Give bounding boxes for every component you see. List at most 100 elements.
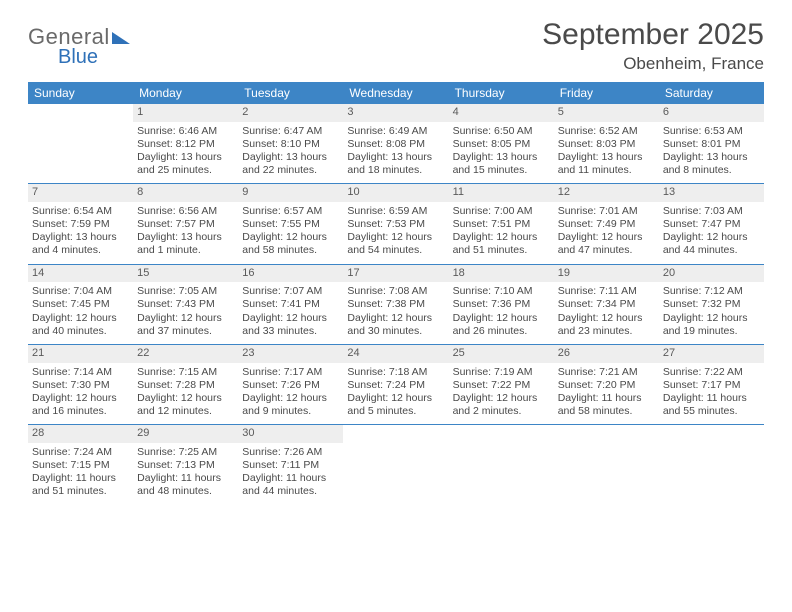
daylight2-text: and 8 minutes. <box>663 164 760 177</box>
day-cell: 8Sunrise: 6:56 AMSunset: 7:57 PMDaylight… <box>133 184 238 263</box>
sunrise-text: Sunrise: 6:49 AM <box>347 125 444 138</box>
daylight1-text: Daylight: 12 hours <box>558 312 655 325</box>
day-number: 4 <box>449 104 554 122</box>
daylight2-text: and 25 minutes. <box>137 164 234 177</box>
daylight2-text: and 40 minutes. <box>32 325 129 338</box>
daylight1-text: Daylight: 12 hours <box>453 312 550 325</box>
sunrise-text: Sunrise: 6:47 AM <box>242 125 339 138</box>
day-number: 14 <box>28 265 133 283</box>
sunrise-text: Sunrise: 7:24 AM <box>32 446 129 459</box>
day-cell: 0 <box>28 104 133 183</box>
daylight1-text: Daylight: 13 hours <box>137 151 234 164</box>
day-cell: 14Sunrise: 7:04 AMSunset: 7:45 PMDayligh… <box>28 265 133 344</box>
sunrise-text: Sunrise: 7:25 AM <box>137 446 234 459</box>
sunset-text: Sunset: 7:59 PM <box>32 218 129 231</box>
sunset-text: Sunset: 7:15 PM <box>32 459 129 472</box>
sunset-text: Sunset: 7:24 PM <box>347 379 444 392</box>
day-cell: 20Sunrise: 7:12 AMSunset: 7:32 PMDayligh… <box>659 265 764 344</box>
daylight1-text: Daylight: 13 hours <box>242 151 339 164</box>
sunset-text: Sunset: 8:10 PM <box>242 138 339 151</box>
daylight1-text: Daylight: 11 hours <box>32 472 129 485</box>
day-number: 10 <box>343 184 448 202</box>
day-cell: 16 Sunrise: 7:07 AMSunset: 7:41 PMDayligh… <box>238 265 343 344</box>
day-cell: 28Sunrise: 7:24 AMSunset: 7:15 PMDayligh… <box>28 425 133 504</box>
sunrise-text: Sunrise: 7:07 AM <box>242 285 339 298</box>
daylight1-text: Daylight: 12 hours <box>347 231 444 244</box>
daylight1-text: Daylight: 12 hours <box>32 312 129 325</box>
daylight2-text: and 4 minutes. <box>32 244 129 257</box>
daylight1-text: Daylight: 13 hours <box>558 151 655 164</box>
daylight2-text: and 22 minutes. <box>242 164 339 177</box>
sunrise-text: Sunrise: 7:14 AM <box>32 366 129 379</box>
daylight2-text: and 26 minutes. <box>453 325 550 338</box>
day-cell: 17Sunrise: 7:08 AMSunset: 7:38 PMDayligh… <box>343 265 448 344</box>
day-header: Friday <box>554 82 659 104</box>
day-number: 23 <box>238 345 343 363</box>
sunrise-text: Sunrise: 7:12 AM <box>663 285 760 298</box>
sunrise-text: Sunrise: 7:17 AM <box>242 366 339 379</box>
day-number: 3 <box>343 104 448 122</box>
day-number: 7 <box>28 184 133 202</box>
day-number: 19 <box>554 265 659 283</box>
day-header: Thursday <box>449 82 554 104</box>
sunrise-text: Sunrise: 7:00 AM <box>453 205 550 218</box>
day-cell: 0 <box>554 425 659 504</box>
daylight2-text: and 54 minutes. <box>347 244 444 257</box>
sunset-text: Sunset: 7:20 PM <box>558 379 655 392</box>
day-header: Tuesday <box>238 82 343 104</box>
day-header: Wednesday <box>343 82 448 104</box>
daylight1-text: Daylight: 11 hours <box>137 472 234 485</box>
day-cell: 6Sunrise: 6:53 AMSunset: 8:01 PMDaylight… <box>659 104 764 183</box>
sunset-text: Sunset: 7:43 PM <box>137 298 234 311</box>
day-cell: 0 <box>343 425 448 504</box>
sunset-text: Sunset: 7:38 PM <box>347 298 444 311</box>
daylight2-text: and 2 minutes. <box>453 405 550 418</box>
day-number: 18 <box>449 265 554 283</box>
daylight1-text: Daylight: 12 hours <box>32 392 129 405</box>
sunrise-text: Sunrise: 6:57 AM <box>242 205 339 218</box>
daylight2-text: and 44 minutes. <box>242 485 339 498</box>
header: General Blue September 2025 Obenheim, Fr… <box>28 18 764 74</box>
sunset-text: Sunset: 7:41 PM <box>242 298 339 311</box>
daylight2-text: and 55 minutes. <box>663 405 760 418</box>
daylight1-text: Daylight: 12 hours <box>242 231 339 244</box>
daylight1-text: Daylight: 13 hours <box>137 231 234 244</box>
daylight2-text: and 11 minutes. <box>558 164 655 177</box>
daylight1-text: Daylight: 12 hours <box>347 392 444 405</box>
sunset-text: Sunset: 8:05 PM <box>453 138 550 151</box>
day-cell: 23Sunrise: 7:17 AMSunset: 7:26 PMDayligh… <box>238 345 343 424</box>
day-number: 15 <box>133 265 238 283</box>
day-number: 16 <box>238 265 343 283</box>
daylight1-text: Daylight: 12 hours <box>347 312 444 325</box>
sunrise-text: Sunrise: 7:18 AM <box>347 366 444 379</box>
sunrise-text: Sunrise: 7:15 AM <box>137 366 234 379</box>
sunset-text: Sunset: 7:49 PM <box>558 218 655 231</box>
daylight2-text: and 33 minutes. <box>242 325 339 338</box>
daylight1-text: Daylight: 12 hours <box>242 312 339 325</box>
sunrise-text: Sunrise: 7:08 AM <box>347 285 444 298</box>
day-header-row: SundayMondayTuesdayWednesdayThursdayFrid… <box>28 82 764 104</box>
daylight2-text: and 19 minutes. <box>663 325 760 338</box>
sunrise-text: Sunrise: 7:01 AM <box>558 205 655 218</box>
day-number: 5 <box>554 104 659 122</box>
daylight2-text: and 15 minutes. <box>453 164 550 177</box>
day-cell: 27Sunrise: 7:22 AMSunset: 7:17 PMDayligh… <box>659 345 764 424</box>
day-cell: 0 <box>659 425 764 504</box>
day-cell: 7Sunrise: 6:54 AMSunset: 7:59 PMDaylight… <box>28 184 133 263</box>
day-number: 26 <box>554 345 659 363</box>
daylight2-text: and 1 minute. <box>137 244 234 257</box>
daylight2-text: and 51 minutes. <box>32 485 129 498</box>
daylight2-text: and 47 minutes. <box>558 244 655 257</box>
sunset-text: Sunset: 7:13 PM <box>137 459 234 472</box>
sunrise-text: Sunrise: 6:50 AM <box>453 125 550 138</box>
day-cell: 12Sunrise: 7:01 AMSunset: 7:49 PMDayligh… <box>554 184 659 263</box>
sunset-text: Sunset: 7:32 PM <box>663 298 760 311</box>
daylight2-text: and 48 minutes. <box>137 485 234 498</box>
day-header: Saturday <box>659 82 764 104</box>
sunrise-text: Sunrise: 7:05 AM <box>137 285 234 298</box>
month-title: September 2025 <box>542 18 764 52</box>
day-number: 22 <box>133 345 238 363</box>
daylight2-text: and 51 minutes. <box>453 244 550 257</box>
sunset-text: Sunset: 7:28 PM <box>137 379 234 392</box>
day-cell: 24Sunrise: 7:18 AMSunset: 7:24 PMDayligh… <box>343 345 448 424</box>
